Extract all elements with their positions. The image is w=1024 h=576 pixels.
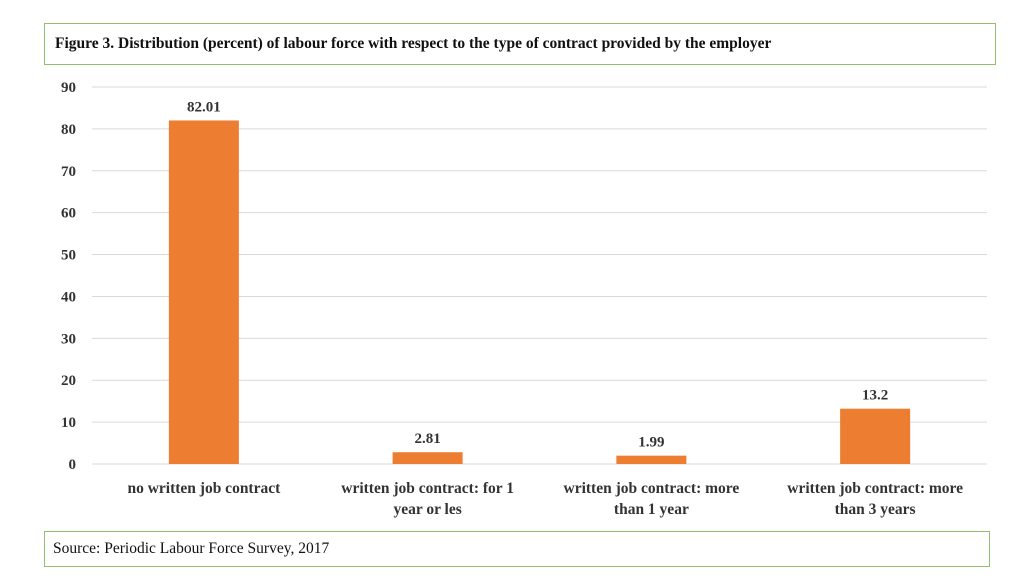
x-category-label: written job contract: more [787, 480, 963, 497]
x-category-label: written job contract: for 1 [341, 480, 514, 497]
x-category-label: than 3 years [835, 501, 916, 518]
bar [392, 452, 463, 464]
gridlines [92, 86, 987, 465]
chart-title: Figure 3. Distribution (percent) of labo… [44, 23, 996, 65]
data-label: 13.2 [862, 388, 888, 404]
bar [840, 408, 911, 464]
data-label: 82.01 [187, 99, 221, 115]
y-tick-label: 0 [69, 457, 77, 473]
data-label: 2.81 [415, 431, 441, 447]
bar [168, 120, 239, 464]
bars [168, 120, 911, 464]
x-axis-category-labels: no written job contract written job contr… [127, 480, 963, 518]
source-note: Source: Periodic Labour Force Survey, 20… [44, 531, 990, 567]
y-tick-label: 30 [61, 331, 76, 347]
bar [616, 455, 687, 464]
x-category-label: no written job contract [127, 480, 281, 497]
y-tick-label: 90 [61, 80, 76, 96]
x-category-label: year or les [393, 501, 461, 518]
x-category-label: written job contract: more [564, 480, 740, 497]
data-label: 1.99 [638, 435, 664, 451]
y-tick-label: 50 [61, 248, 76, 264]
y-tick-label: 20 [61, 373, 76, 389]
y-tick-label: 70 [61, 164, 76, 180]
data-labels: 82.01 2.81 1.99 13.2 [187, 99, 888, 450]
x-category-label: than 1 year [614, 501, 689, 518]
y-tick-label: 60 [61, 206, 76, 222]
y-tick-label: 10 [61, 415, 76, 431]
y-axis-tick-labels: 0 10 20 30 40 50 60 70 80 90 [61, 80, 76, 473]
y-tick-label: 40 [61, 289, 76, 305]
y-tick-label: 80 [61, 122, 76, 138]
